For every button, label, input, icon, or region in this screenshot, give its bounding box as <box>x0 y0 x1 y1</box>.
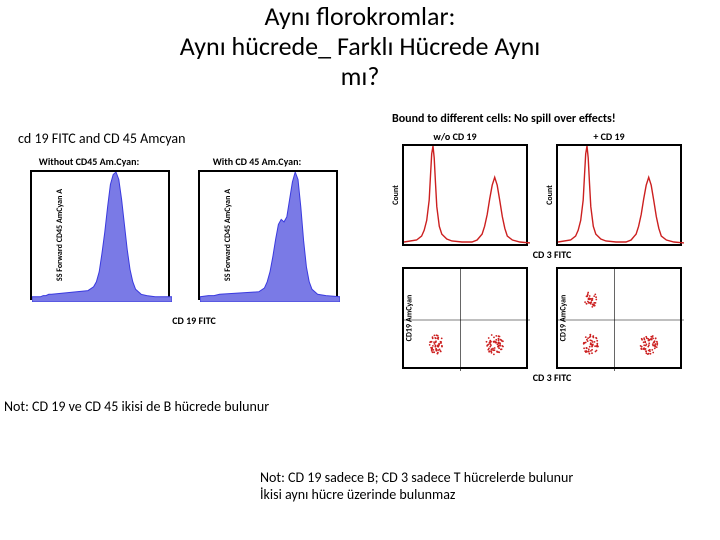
note-left: Not: CD 19 ve CD 45 ikisi de B hücrede b… <box>4 398 269 415</box>
right-bottom-xlabel: CD 3 FITC <box>402 371 702 384</box>
hist-without-svg <box>32 172 172 302</box>
title-line-1: Aynı florokromlar: <box>264 0 455 32</box>
hist-with-title: With CD 45 Am.Cyan: <box>176 155 338 168</box>
mini-wo-svg <box>404 146 530 248</box>
hist-without-plot: SS Forward CD45 AmCyan A <box>30 170 170 300</box>
left-subtitle: cd 19 FITC and CD 45 Amcyan <box>18 130 358 147</box>
hist-shared-xlabel: CD 19 FITC <box>30 314 358 327</box>
slide-title: Aynı florokromlar: Aynı hücrede_ Farklı … <box>0 0 720 92</box>
scatter-wo: CD19 AmCyan <box>380 267 530 369</box>
right-top-row: w/o CD 19 Count + CD 19 Count <box>380 130 718 246</box>
mini-with-svg <box>558 146 684 248</box>
mini-wo-ylabel: Count <box>391 185 401 205</box>
mini-with-ylabel: Count <box>545 185 555 205</box>
scatter-with-svg <box>558 269 684 371</box>
mini-with-cd19: + CD 19 Count <box>534 130 684 246</box>
hist-without: Without CD45 Am.Cyan: SS Forward CD45 Am… <box>8 155 170 300</box>
hist-without-title: Without CD45 Am.Cyan: <box>8 155 170 168</box>
mini-with-title: + CD 19 <box>534 130 684 143</box>
scatter-with: CD19 AmCyan <box>534 267 684 369</box>
right-panel: Bound to different cells: No spill over … <box>380 112 718 384</box>
right-subtitle: Bound to different cells: No spill over … <box>392 112 718 126</box>
note-right: Not: CD 19 sadece B; CD 3 sadece T hücre… <box>260 470 573 504</box>
mini-wo-cd19: w/o CD 19 Count <box>380 130 530 246</box>
title-line-3: mı? <box>341 60 380 92</box>
mini-with-plot: Count <box>556 144 682 246</box>
note-right-l2: İkisi aynı hücre üzerinde bulunmaz <box>260 486 455 503</box>
scatter-with-plot: CD19 AmCyan <box>556 267 682 369</box>
title-line-2: Aynı hücrede_ Farklı Hücrede Aynı <box>180 30 541 62</box>
hist-with-plot: SS Forward CD45 AmCyan A <box>198 170 338 300</box>
scatter-wo-plot: CD19 AmCyan <box>402 267 528 369</box>
right-bottom-row: CD19 AmCyan CD19 AmCyan <box>380 267 718 369</box>
note-right-l1: Not: CD 19 sadece B; CD 3 sadece T hücre… <box>260 469 573 486</box>
mini-wo-title: w/o CD 19 <box>380 130 530 143</box>
scatter-wo-svg <box>404 269 530 371</box>
right-top-xlabel: CD 3 FITC <box>402 248 702 261</box>
histogram-row: Without CD45 Am.Cyan: SS Forward CD45 Am… <box>8 155 358 300</box>
mini-wo-plot: Count <box>402 144 528 246</box>
left-panel: cd 19 FITC and CD 45 Amcyan Without CD45… <box>8 130 358 327</box>
hist-with: With CD 45 Am.Cyan: SS Forward CD45 AmCy… <box>176 155 338 300</box>
hist-with-svg <box>200 172 340 302</box>
